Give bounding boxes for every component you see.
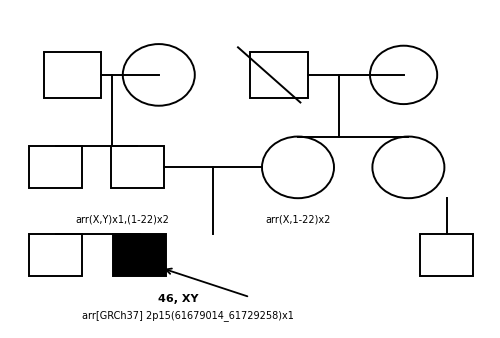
Text: 46, XY: 46, XY: [158, 294, 198, 304]
Bar: [29, 234, 82, 276]
Bar: [29, 146, 82, 189]
Text: arr(X,1-22)x2: arr(X,1-22)x2: [266, 214, 330, 224]
Ellipse shape: [262, 137, 334, 198]
Bar: [250, 52, 308, 98]
Bar: [420, 234, 473, 276]
Ellipse shape: [372, 137, 444, 198]
Bar: [44, 52, 101, 98]
Ellipse shape: [123, 44, 195, 106]
Text: arr[GRCh37] 2p15(61679014_61729258)x1: arr[GRCh37] 2p15(61679014_61729258)x1: [82, 310, 294, 321]
Ellipse shape: [370, 46, 437, 104]
Bar: [111, 146, 164, 189]
Text: arr(X,Y)x1,(1-22)x2: arr(X,Y)x1,(1-22)x2: [76, 214, 170, 224]
Bar: [113, 234, 166, 276]
